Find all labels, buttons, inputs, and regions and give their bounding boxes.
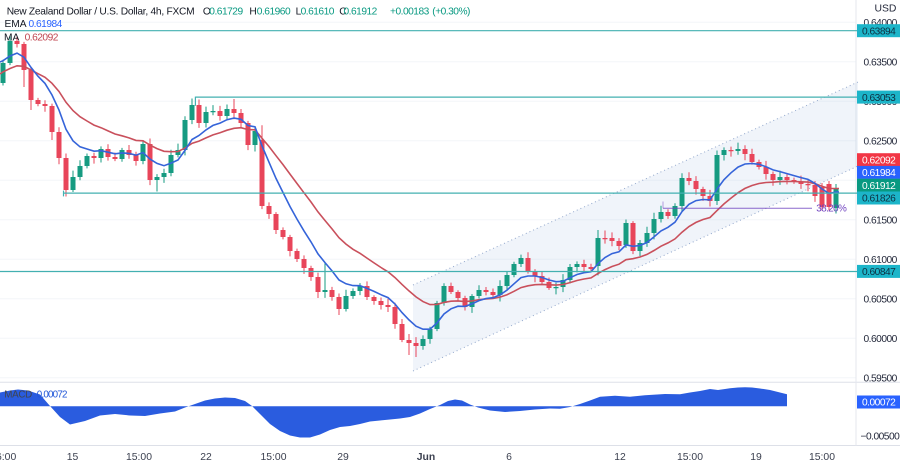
svg-text:H: H	[249, 6, 256, 17]
svg-text:0.61912: 0.61912	[862, 181, 896, 192]
svg-text:0.62092: 0.62092	[862, 155, 896, 166]
svg-text:MACD: MACD	[4, 390, 32, 401]
svg-text:0.61000: 0.61000	[864, 255, 898, 266]
svg-text:0.63053: 0.63053	[862, 93, 896, 104]
svg-text:0.61912: 0.61912	[344, 6, 378, 17]
svg-text:0.60000: 0.60000	[864, 334, 898, 345]
svg-text:15:00: 15:00	[677, 452, 703, 463]
svg-text:6:00: 6:00	[0, 452, 16, 463]
svg-text:(+0.30%): (+0.30%)	[432, 6, 470, 17]
svg-text:15: 15	[67, 452, 79, 463]
svg-text:Jun: Jun	[417, 452, 435, 463]
svg-text:0.61500: 0.61500	[864, 216, 898, 227]
svg-text:0.00072: 0.00072	[37, 390, 67, 401]
svg-text:15:00: 15:00	[126, 452, 152, 463]
svg-text:0.61984: 0.61984	[29, 19, 63, 30]
svg-text:−0.00500: −0.00500	[861, 431, 900, 442]
svg-text:0.59500: 0.59500	[864, 374, 898, 385]
svg-text:0.61960: 0.61960	[257, 6, 291, 17]
svg-text:0.60847: 0.60847	[862, 267, 896, 278]
svg-text:0.60500: 0.60500	[864, 295, 898, 306]
svg-text:19: 19	[750, 452, 762, 463]
svg-text:0.61826: 0.61826	[862, 194, 896, 205]
svg-text:0.63500: 0.63500	[864, 58, 898, 69]
svg-text:EMA: EMA	[5, 19, 27, 30]
svg-text:0.61984: 0.61984	[862, 168, 896, 179]
svg-text:29: 29	[337, 452, 349, 463]
svg-text:USD: USD	[875, 4, 897, 15]
svg-text:0.62500: 0.62500	[864, 137, 898, 148]
svg-text:15:00: 15:00	[260, 452, 286, 463]
svg-text:0.62092: 0.62092	[25, 33, 59, 44]
svg-text:15:00: 15:00	[809, 452, 835, 463]
svg-text:New Zealand Dollar / U.S. Doll: New Zealand Dollar / U.S. Dollar, 4h, FX…	[7, 6, 195, 17]
svg-text:6: 6	[506, 452, 512, 463]
svg-text:0.61729: 0.61729	[209, 6, 243, 17]
svg-text:0.00072: 0.00072	[862, 398, 896, 409]
svg-text:0.61610: 0.61610	[301, 6, 335, 17]
svg-text:0.63894: 0.63894	[862, 26, 896, 37]
svg-text:12: 12	[614, 452, 626, 463]
svg-text:+0.00183: +0.00183	[390, 6, 430, 17]
svg-text:MA: MA	[4, 33, 19, 44]
svg-text:22: 22	[200, 452, 212, 463]
svg-text:38.20%: 38.20%	[816, 203, 847, 214]
